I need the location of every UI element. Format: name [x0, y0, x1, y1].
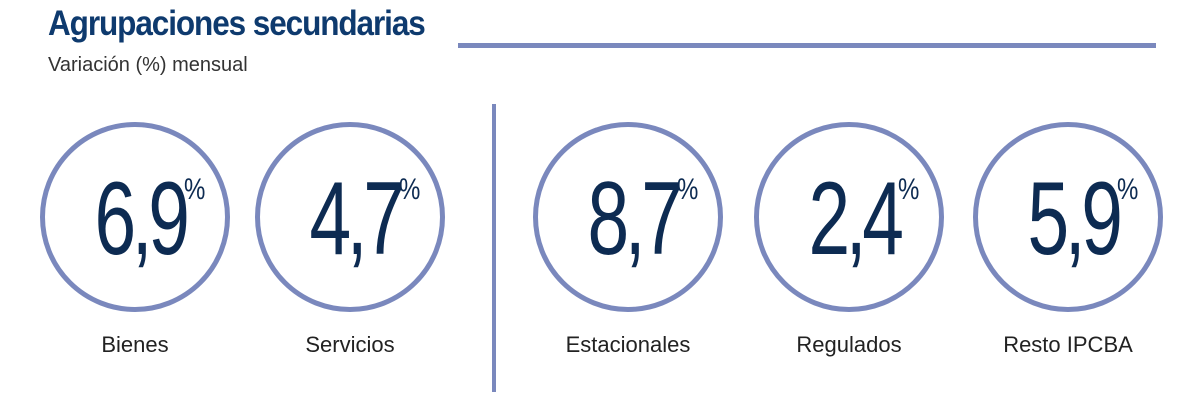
kpi-regulados: 2,4% Regulados [754, 122, 944, 357]
kpi-value: 6,9% [45, 167, 225, 271]
kpi-resto-ipcba: 5,9% Resto IPCBA [973, 122, 1163, 357]
kpi-number: 5,9 [1027, 161, 1123, 277]
chart-title: Agrupaciones secundarias [48, 4, 426, 43]
kpi-label: Bienes [101, 332, 169, 357]
chart-subtitle: Variación (%) mensual [48, 54, 248, 76]
kpi-ring: 8,7% [533, 122, 723, 312]
kpi-value: 2,4% [759, 167, 939, 271]
kpi-value: 8,7% [538, 167, 718, 271]
kpi-value: 4,7% [260, 167, 440, 271]
kpi-value: 5,9% [978, 167, 1158, 271]
kpi-bienes: 6,9% Bienes [40, 122, 230, 357]
group-divider [492, 104, 496, 392]
kpi-label: Regulados [796, 332, 902, 357]
kpi-servicios: 4,7% Servicios [255, 122, 445, 357]
percent-sign: % [897, 173, 920, 206]
kpi-ring: 2,4% [754, 122, 944, 312]
kpi-number: 4,7 [309, 161, 405, 277]
kpi-label: Resto IPCBA [1003, 332, 1133, 357]
kpi-number: 6,9 [94, 161, 190, 277]
kpi-label: Servicios [305, 332, 395, 357]
percent-sign: % [183, 173, 206, 206]
title-rule [458, 43, 1156, 48]
percent-sign: % [398, 173, 421, 206]
kpi-number: 8,7 [587, 161, 683, 277]
kpi-estacionales: 8,7% Estacionales [533, 122, 723, 357]
kpi-label: Estacionales [565, 332, 691, 357]
kpi-number: 2,4 [808, 161, 904, 277]
kpi-ring: 6,9% [40, 122, 230, 312]
kpi-ring: 5,9% [973, 122, 1163, 312]
percent-sign: % [1116, 173, 1139, 206]
percent-sign: % [676, 173, 699, 206]
kpi-ring: 4,7% [255, 122, 445, 312]
